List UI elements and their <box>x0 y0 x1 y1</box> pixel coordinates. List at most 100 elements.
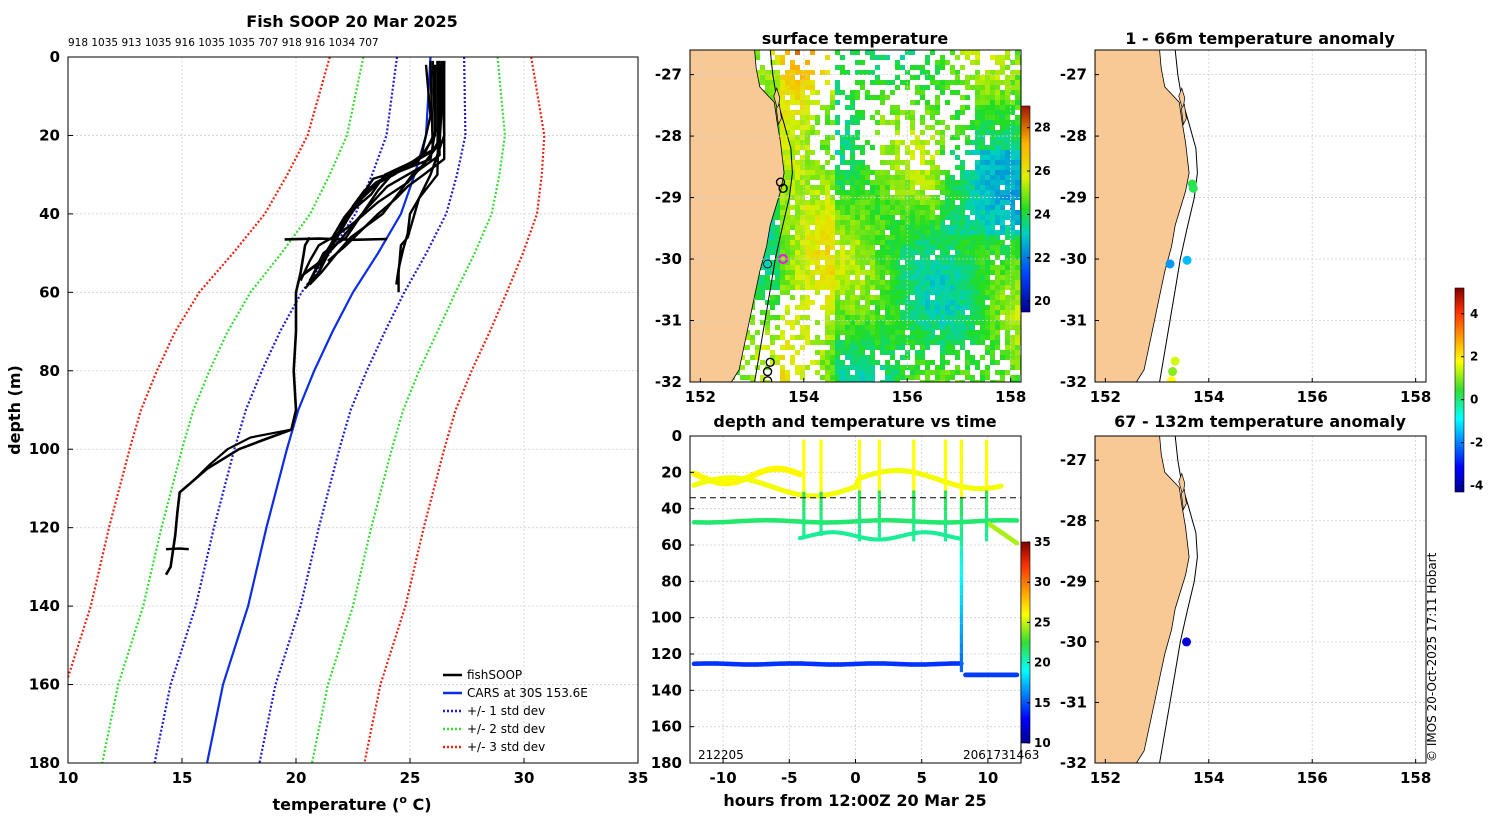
sst-pixel <box>810 230 815 235</box>
sst-pixel <box>765 75 770 80</box>
sst-pixel <box>965 185 970 190</box>
sst-pixel <box>900 160 905 165</box>
sst-pixel <box>830 320 835 325</box>
sst-pixel <box>925 170 930 175</box>
sst-pixel <box>815 225 820 230</box>
sst-pixel <box>1015 130 1020 135</box>
sst-pixel <box>1010 310 1015 315</box>
sst-pixel <box>800 170 805 175</box>
timeseries-colorbar <box>1020 541 1031 744</box>
sst-pixel <box>930 330 935 335</box>
sst-pixel <box>1000 310 1005 315</box>
sst-pixel <box>990 150 995 155</box>
sst-pixel <box>900 275 905 280</box>
sst-pixel <box>815 290 820 295</box>
sst-pixel <box>980 295 985 300</box>
sst-pixel <box>910 290 915 295</box>
timeseries-ytick-label: 140 <box>651 681 682 699</box>
sst-pixel <box>930 370 935 375</box>
sst-pixel <box>860 230 865 235</box>
sst-pixel <box>945 335 950 340</box>
sst-pixel <box>855 70 860 75</box>
sst-pixel <box>990 205 995 210</box>
sst-pixel <box>870 265 875 270</box>
sst-pixel <box>840 90 845 95</box>
sst-pixel <box>910 330 915 335</box>
sst-pixel <box>805 75 810 80</box>
sst-pixel <box>900 185 905 190</box>
sst-pixel <box>985 170 990 175</box>
sst-pixel <box>995 55 1000 60</box>
sst-pixel <box>950 115 955 120</box>
sst-pixel <box>855 90 860 95</box>
sst-pixel <box>795 305 800 310</box>
sst-pixel <box>900 245 905 250</box>
sst-pixel <box>810 175 815 180</box>
sst-pixel <box>965 275 970 280</box>
sst-pixel <box>795 240 800 245</box>
sst-pixel <box>760 285 765 290</box>
sst-pixel <box>770 75 775 80</box>
sst-pixel <box>925 335 930 340</box>
sst-pixel <box>795 225 800 230</box>
sst-pixel <box>925 315 930 320</box>
sst-pixel <box>960 330 965 335</box>
sst-pixel <box>830 380 835 382</box>
sst-pixel <box>960 95 965 100</box>
sst-pixel <box>875 130 880 135</box>
sst-pixel <box>950 310 955 315</box>
sst-pixel <box>990 75 995 80</box>
sst-pixel <box>975 235 980 240</box>
anom1-ytick-label: -32 <box>1060 373 1087 391</box>
sst-pixel <box>760 360 765 365</box>
sst-pixel <box>985 335 990 340</box>
sst-pixel <box>945 300 950 305</box>
sst-pixel <box>935 220 940 225</box>
sst-pixel <box>960 250 965 255</box>
sst-pixel <box>830 215 835 220</box>
sst-pixel <box>895 155 900 160</box>
sst-pixel <box>785 115 790 120</box>
sst-station-marker <box>765 357 775 368</box>
sst-pixel <box>855 180 860 185</box>
sst-pixel <box>1005 165 1010 170</box>
sst-pixel <box>1015 155 1020 160</box>
sst-pixel <box>895 145 900 150</box>
sst-pixel <box>785 235 790 240</box>
sst-pixel <box>970 60 975 65</box>
sst-pixel <box>975 80 980 85</box>
sst-pixel <box>940 360 945 365</box>
sst-pixel <box>915 230 920 235</box>
sst-pixel <box>945 230 950 235</box>
sst-pixel <box>965 200 970 205</box>
sst-pixel <box>860 270 865 275</box>
sst-pixel <box>840 155 845 160</box>
sst-pixel <box>975 195 980 200</box>
sst-pixel <box>1010 200 1015 205</box>
sst-pixel <box>1000 120 1005 125</box>
sst-pixel <box>950 335 955 340</box>
sst-pixel <box>870 55 875 60</box>
sst-pixel <box>845 370 850 375</box>
sst-pixel <box>985 240 990 245</box>
profile-ytick-label: 100 <box>29 440 60 458</box>
sst-pixel <box>825 370 830 375</box>
sst-pixel <box>1005 75 1010 80</box>
sst-pixel <box>910 50 915 55</box>
sst-pixel <box>990 320 995 325</box>
sst-pixel <box>840 140 845 145</box>
sst-pixel <box>795 260 800 265</box>
sst-pixel <box>810 340 815 345</box>
sst-pixel <box>935 375 940 380</box>
sst-pixel <box>770 50 775 55</box>
sst-pixel <box>855 250 860 255</box>
sst-pixel <box>980 315 985 320</box>
sst-pixel <box>820 240 825 245</box>
sst-pixel <box>845 190 850 195</box>
sst-pixel <box>795 335 800 340</box>
sst-pixel <box>815 185 820 190</box>
sst-pixel <box>810 85 815 90</box>
sst-pixel <box>975 165 980 170</box>
sst-pixel <box>895 245 900 250</box>
sst-pixel <box>900 240 905 245</box>
